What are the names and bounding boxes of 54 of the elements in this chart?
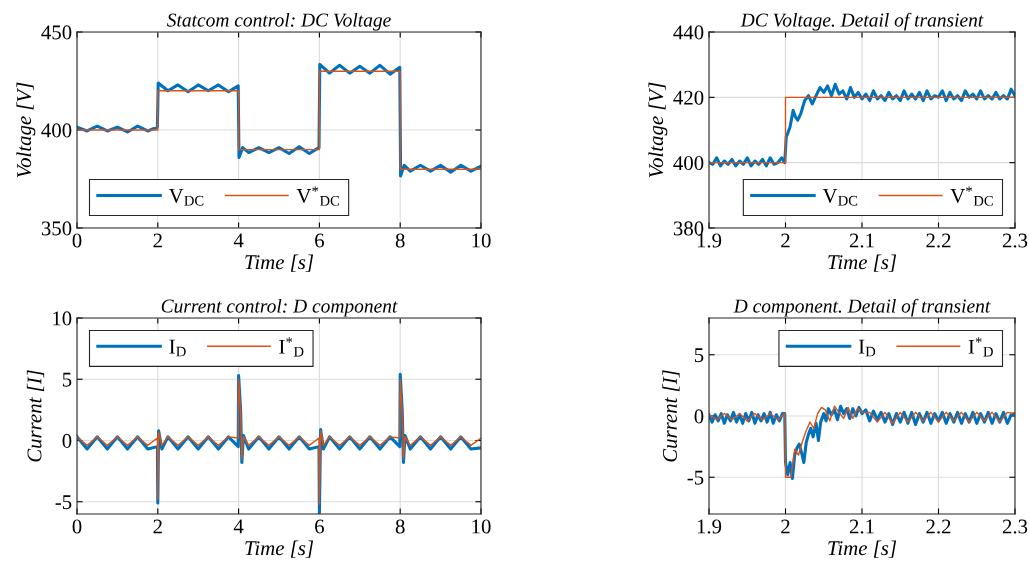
- legend-label: I$^{*}$$_{D}$: [279, 337, 304, 357]
- y-axis-title: Voltage [V]: [16, 82, 36, 178]
- y-tick-label: 10: [53, 311, 72, 326]
- x-tick-label: 2.1: [849, 233, 874, 248]
- x-axis-title: Time [s]: [245, 254, 314, 272]
- legend-label: V$_{DC}$: [168, 188, 204, 206]
- y-tick-label: 350: [41, 221, 72, 236]
- x-axis-title: Time [s]: [245, 540, 314, 558]
- x-tick-label: 4: [233, 233, 244, 248]
- x-tick-label: 2: [781, 519, 790, 534]
- y-tick-label: -5: [55, 495, 72, 510]
- y-tick-label: 0: [694, 409, 704, 424]
- x-tick-label: 2.3: [1002, 519, 1028, 534]
- y-axis-title: Voltage [V]: [648, 82, 668, 178]
- legend-label: I$^{*}$$_{D}$: [968, 337, 993, 357]
- x-tick-label: 10: [472, 519, 491, 534]
- x-tick-label: 0: [72, 519, 82, 534]
- legend-label: V$^{*}$$_{DC}$: [950, 186, 993, 206]
- chart-title: Statcom control: DC Voltage: [166, 12, 391, 31]
- y-tick-label: 5: [694, 348, 704, 363]
- legend-label: I$_{D}$: [858, 339, 876, 357]
- x-tick-label: 2.1: [849, 519, 874, 534]
- x-tick-label: 10: [472, 233, 491, 248]
- x-tick-label: 6: [315, 519, 324, 534]
- x-tick-label: 0: [72, 233, 82, 248]
- x-tick-label: 8: [395, 233, 405, 248]
- x-tick-label: 2: [781, 233, 790, 248]
- x-tick-label: 2.3: [1002, 233, 1028, 248]
- x-axis-title: Time [s]: [828, 540, 897, 558]
- chart-title: DC Voltage. Detail of transient: [740, 12, 984, 31]
- y-tick-label: 400: [41, 123, 72, 138]
- x-tick-label: 2.2: [926, 519, 951, 534]
- x-tick-label: 6: [315, 233, 324, 248]
- y-tick-label: 400: [673, 156, 704, 171]
- y-tick-label: 420: [673, 90, 704, 105]
- y-tick-label: 5: [62, 372, 72, 387]
- y-axis-title: Current [I]: [26, 370, 45, 462]
- legend-label: V$_{DC}$: [822, 188, 858, 206]
- legend-label: I$_{D}$: [169, 339, 186, 357]
- y-tick-label: 0: [62, 433, 72, 448]
- y-tick-label: 440: [673, 25, 704, 40]
- x-tick-label: 1.9: [697, 519, 722, 534]
- x-tick-label: 2: [153, 519, 162, 534]
- x-axis-title: Time [s]: [828, 254, 897, 272]
- x-tick-label: 2: [153, 233, 162, 248]
- x-tick-label: 8: [395, 519, 405, 534]
- chart-title: Current control: D component: [161, 298, 398, 317]
- x-tick-label: 4: [233, 519, 244, 534]
- y-tick-label: 450: [41, 25, 72, 40]
- y-axis-title: Current [I]: [662, 370, 680, 462]
- x-tick-label: 2.2: [926, 233, 951, 248]
- y-tick-label: -5: [687, 470, 704, 485]
- legend-label: V$^{*}$$_{DC}$: [296, 186, 339, 206]
- chart-title: D component. Detail of transient: [733, 298, 991, 317]
